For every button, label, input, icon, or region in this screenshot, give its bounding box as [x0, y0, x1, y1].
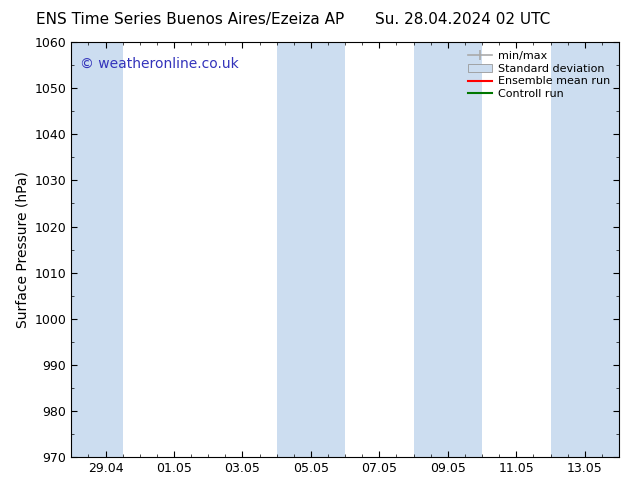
Text: © weatheronline.co.uk: © weatheronline.co.uk	[79, 56, 238, 71]
Bar	[71, 42, 122, 457]
Bar	[276, 42, 345, 457]
Text: ENS Time Series Buenos Aires/Ezeiza AP: ENS Time Series Buenos Aires/Ezeiza AP	[36, 12, 344, 27]
Bar	[413, 42, 482, 457]
Bar	[550, 42, 619, 457]
Legend: min/max, Standard deviation, Ensemble mean run, Controll run: min/max, Standard deviation, Ensemble me…	[465, 48, 614, 102]
Text: Su. 28.04.2024 02 UTC: Su. 28.04.2024 02 UTC	[375, 12, 550, 27]
Y-axis label: Surface Pressure (hPa): Surface Pressure (hPa)	[15, 171, 29, 328]
